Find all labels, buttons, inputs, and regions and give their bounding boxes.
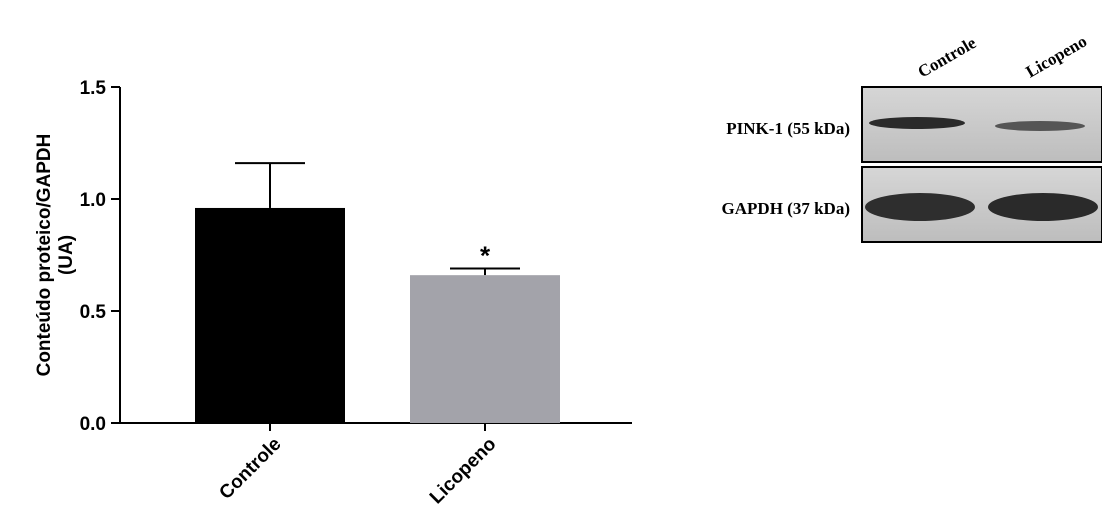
y-axis-label: (UA) [56,235,77,275]
page: Conteúdo proteico/GAPDH (UA) PINK-1 (55 … [0,0,1102,521]
y-tick-label: 0.0 [80,414,106,435]
blot-lane-label: Controle [915,33,980,82]
x-tick-label: Controle [215,434,285,504]
blot-band [988,193,1098,221]
y-tick-label: 1.5 [80,78,107,99]
y-tick-label: 0.5 [80,302,107,323]
y-tick-label: 1.0 [80,190,106,211]
x-tick-label: Licopeno [426,434,501,509]
figure: Conteúdo proteico/GAPDH (UA) PINK-1 (55 … [0,0,1102,521]
blot-band [865,193,975,221]
blot-lane-label: Licopeno [1023,31,1091,81]
blot-band [869,117,965,129]
bar [410,275,560,423]
blot-row-label: PINK-1 (55 kDa) [726,119,850,138]
blot-row-label: GAPDH (37 kDa) [722,199,850,218]
y-axis-label: Conteúdo proteico/GAPDH [34,134,55,377]
significance-marker: * [480,240,491,270]
bar [195,208,345,423]
blot-band [995,121,1085,131]
